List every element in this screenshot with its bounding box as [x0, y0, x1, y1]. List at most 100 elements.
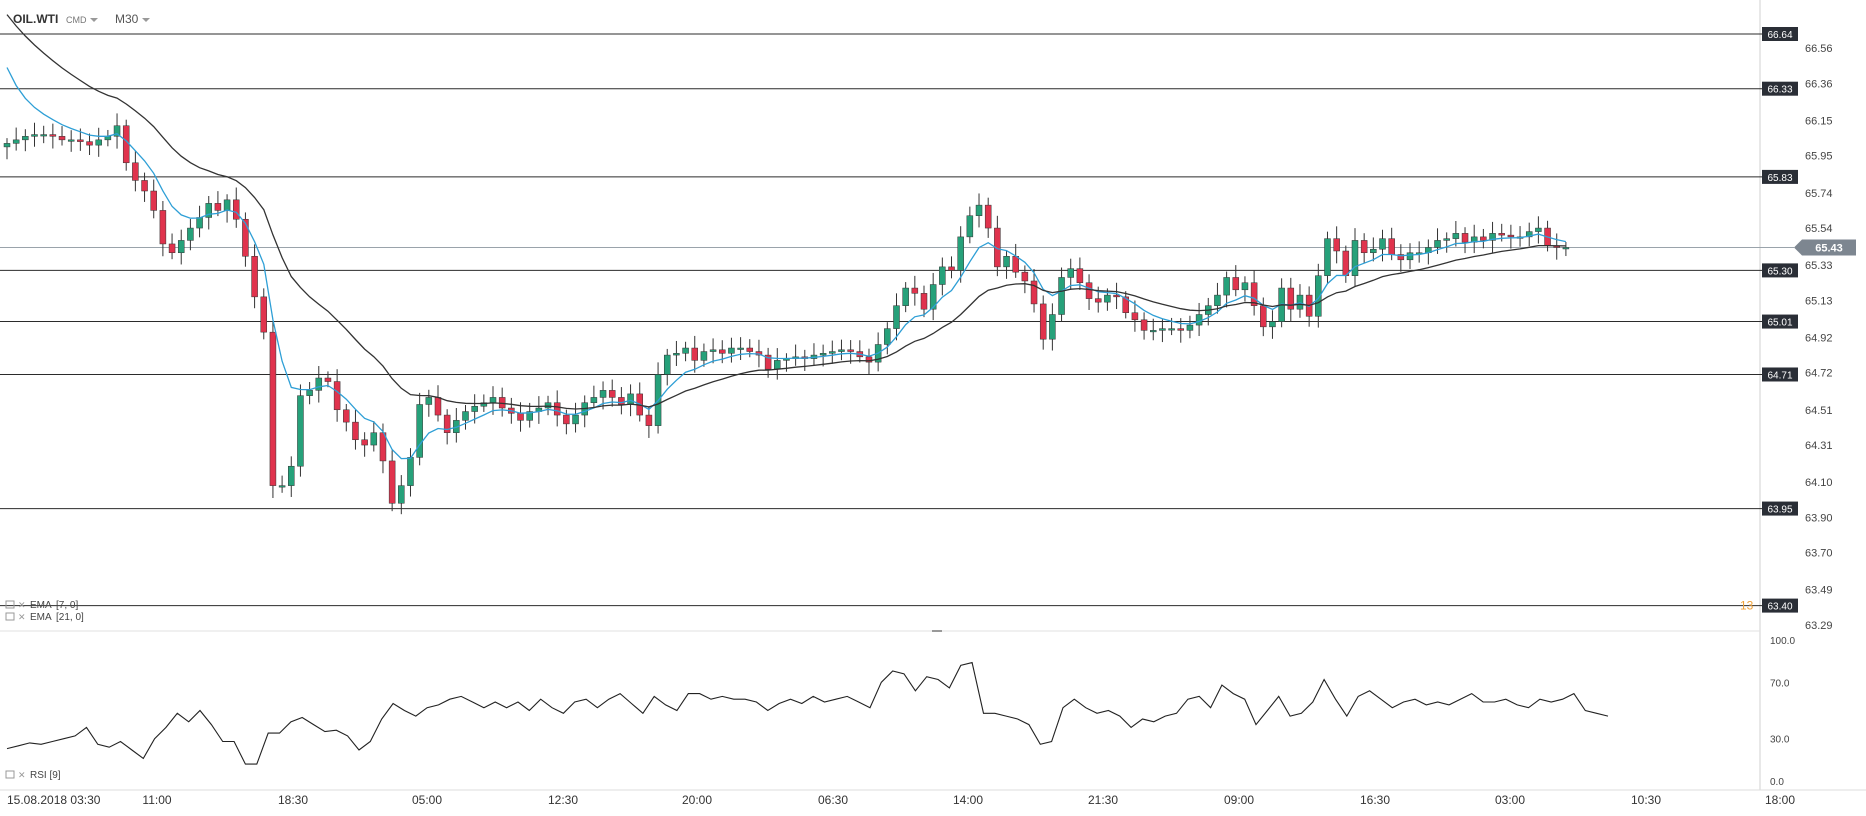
candle-body [673, 353, 680, 356]
rsi-remove-icon: ✕ [18, 770, 26, 780]
candle-body [838, 349, 845, 352]
rsi-settings-icon [5, 770, 15, 779]
candle-body [728, 347, 735, 354]
candle-body [434, 397, 442, 416]
candle-body [1452, 233, 1460, 239]
time-axis-tick-label: 18:30 [278, 793, 308, 807]
candle-body [3, 143, 11, 148]
candle-body [58, 136, 66, 141]
time-axis-tick-label: 11:00 [142, 793, 171, 807]
candle-body [12, 139, 20, 144]
timeframe-label[interactable]: M30 [115, 12, 139, 26]
candle-body [1498, 233, 1505, 236]
symbol-label[interactable]: OIL.WTI [13, 12, 59, 26]
candle-body [1434, 240, 1441, 248]
candle-body [22, 136, 29, 141]
candle-body [462, 411, 469, 421]
candle-body [150, 190, 157, 211]
price-axis-tick-label: 65.13 [1805, 295, 1833, 307]
candle-body [187, 227, 194, 241]
candle-body [929, 284, 937, 310]
candle-body [324, 377, 332, 382]
level-price-tag-label: 66.64 [1767, 30, 1792, 41]
time-axis-tick-label: 10:30 [1631, 793, 1661, 807]
price-axis-tick-label: 66.15 [1805, 115, 1833, 127]
time-axis-tick-label: 15.08.2018 03:30 [7, 793, 101, 807]
candle-body [306, 390, 313, 396]
level-price-tag-label: 65.83 [1767, 173, 1792, 184]
candle-body [1525, 231, 1533, 238]
candle-body [398, 485, 405, 504]
candle-body [86, 141, 93, 146]
time-axis-tick-label: 16:30 [1360, 793, 1390, 807]
candle-body [1186, 324, 1194, 331]
candle-body [49, 134, 57, 137]
candle-body [443, 414, 451, 433]
candle-body [1058, 277, 1065, 315]
candle-body [1150, 330, 1157, 333]
indicator-settings-icon [5, 612, 15, 621]
candle-body [1351, 240, 1359, 276]
candle-body [251, 256, 258, 298]
candle-body [1012, 256, 1019, 273]
price-axis-tick-label: 65.95 [1805, 151, 1833, 163]
candle-body [1241, 282, 1249, 291]
rsi-line [6, 661, 1609, 765]
time-axis-tick-label: 06:30 [818, 793, 848, 807]
indicator-name-label: EMA [30, 600, 52, 611]
candle-body [819, 353, 827, 356]
price-axis-tick-label: 63.49 [1805, 585, 1833, 597]
indicator-params-label: [7, 0] [56, 600, 78, 611]
candle-body [1250, 282, 1258, 306]
candle-body [1195, 314, 1203, 326]
candle-body [1177, 328, 1185, 331]
candle-body [297, 395, 304, 467]
price-axis-tick-label: 65.54 [1805, 223, 1833, 235]
candle-body [709, 349, 717, 352]
candle-body [719, 349, 726, 354]
candle-body [590, 397, 598, 403]
candle-body [260, 296, 268, 333]
indicator-settings-icon [5, 600, 15, 609]
level-price-tag-label: 63.40 [1767, 602, 1792, 613]
candle-body [1094, 298, 1102, 303]
rsi-axis-tick-label: 30.0 [1770, 735, 1790, 746]
candle-body [1388, 238, 1395, 255]
price-axis-tick-label: 65.74 [1805, 188, 1833, 200]
candle-body [196, 217, 203, 229]
ema-21-line [6, 14, 1566, 410]
level-price-tag-label: 65.30 [1767, 266, 1792, 277]
candle-body [1067, 268, 1074, 278]
price-axis-tick-label: 64.51 [1805, 405, 1833, 417]
candle-body [343, 409, 350, 423]
candle-body [700, 351, 708, 361]
candle-body [388, 460, 396, 504]
indicator-name-label: EMA [30, 612, 52, 623]
level-price-tag [1762, 169, 1798, 184]
candle-body [764, 354, 772, 370]
candle-body [159, 210, 167, 245]
candle-body [1113, 294, 1120, 298]
candle-body [1003, 256, 1010, 268]
time-axis-tick-label: 18:00 [1765, 793, 1795, 807]
candle-body [407, 457, 414, 486]
candle-body [682, 347, 689, 354]
candle-body [1370, 248, 1377, 254]
candle-body [132, 162, 139, 181]
candle-body [1333, 238, 1340, 252]
candle-body [847, 349, 854, 352]
level-price-tag [1762, 27, 1798, 41]
candle-body [315, 377, 323, 391]
timeframe-dropdown-icon[interactable] [142, 18, 150, 22]
candle-body [141, 180, 148, 192]
candle-body [1507, 234, 1515, 238]
candle-body [480, 402, 488, 407]
candle-body [746, 347, 754, 352]
market-dropdown-icon[interactable] [90, 18, 98, 22]
candle-body [113, 125, 121, 137]
candle-body [1131, 312, 1139, 321]
candle-body [288, 465, 295, 486]
rsi-axis-tick-label: 70.0 [1770, 678, 1790, 689]
